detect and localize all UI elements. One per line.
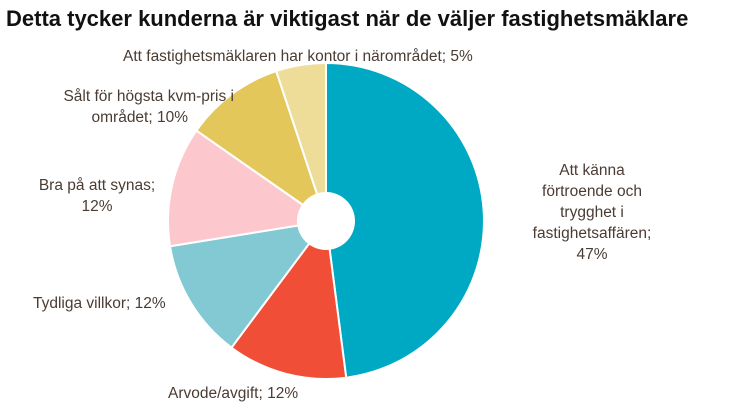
slice-label-arvode: Arvode/avgift; 12% [168, 385, 299, 402]
slice-label-line: 12% [81, 198, 113, 215]
pie-center-hole [297, 192, 355, 250]
slice-label-bra-pa-att-synas: Bra på att synas; 12% [22, 175, 172, 217]
slice-fortroende [325, 61, 485, 379]
slice-label-line: området; 10% [91, 109, 189, 126]
chart-title: Detta tycker kunderna är viktigast när d… [6, 6, 689, 31]
slice-label-line: Bra på att synas; [38, 177, 156, 194]
slice-bra-pa-att-synas [167, 129, 329, 248]
slice-label-line: förtroende och [542, 183, 642, 200]
slice-label-line: 47% [576, 246, 608, 263]
slice-label-fortroende: Att känna förtroende och trygghet i fast… [512, 160, 672, 265]
slice-hogsta-kvm-pris [195, 69, 328, 224]
slice-label-tydliga-villkor: Tydliga villkor; 12% [33, 295, 166, 312]
slice-label-line: trygghet i [560, 204, 624, 221]
slice-label-line: Sålt för högsta kvm-pris i [63, 88, 234, 105]
slice-label-hogsta-kvm-pris: Sålt för högsta kvm-pris i området; 10% [38, 86, 234, 128]
slice-label-line: fastighetsaffären; [532, 225, 652, 242]
slice-arvode [230, 218, 348, 380]
slice-label-line: Att känna [559, 162, 625, 179]
slice-tydliga-villkor [168, 219, 329, 350]
slice-label-kontor-naromradet: Att fastighetsmäklaren har kontor i näro… [123, 48, 473, 65]
slice-kontor-naromradet [274, 61, 327, 222]
